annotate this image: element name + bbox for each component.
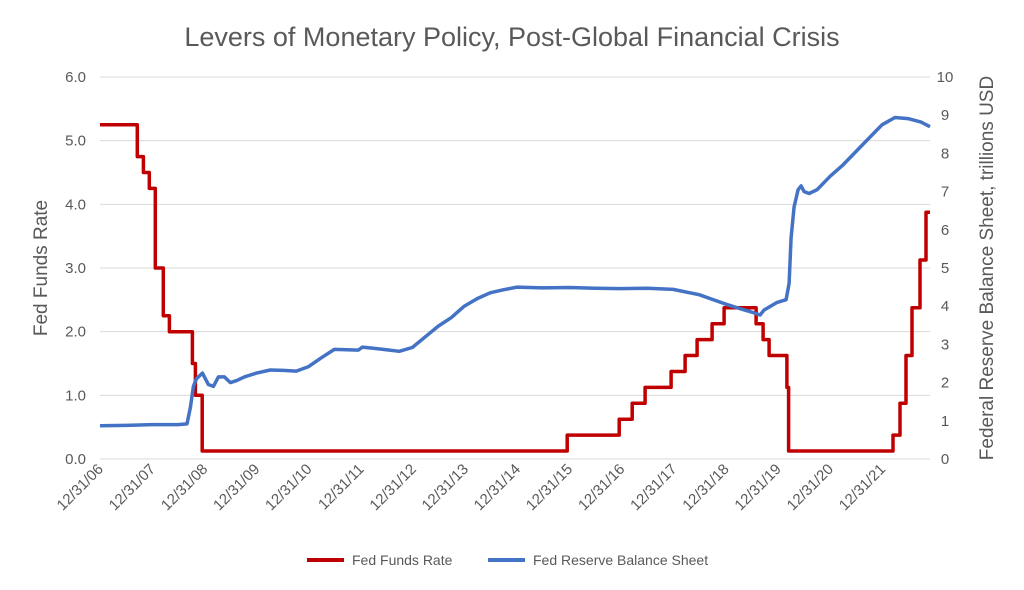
right-tick-label: 6 [941, 222, 949, 239]
right-tick-label: 8 [941, 145, 949, 162]
legend-label-fed-funds-rate: Fed Funds Rate [352, 552, 453, 568]
x-tick-label: 12/31/19 [731, 461, 784, 514]
right-tick-label: 1 [941, 413, 949, 430]
right-tick-label: 10 [937, 69, 954, 86]
x-axis-ticks: 12/31/0612/31/0712/31/0812/31/0912/31/10… [54, 461, 890, 514]
x-tick-label: 12/31/06 [54, 461, 107, 514]
left-tick-label: 0.0 [65, 451, 86, 468]
legend-label-fed-reserve-balance-sheet: Fed Reserve Balance Sheet [533, 552, 708, 568]
series-line-fed-reserve-balance-sheet [99, 115, 931, 428]
chart-title: Levers of Monetary Policy, Post-Global F… [184, 22, 839, 52]
x-tick-label: 12/31/20 [784, 461, 837, 514]
x-tick-label: 12/31/07 [106, 461, 159, 514]
legend: Fed Funds Rate Fed Reserve Balance Sheet [307, 552, 708, 568]
right-axis-ticks: 0 1 2 3 4 5 6 7 8 9 10 [937, 69, 954, 468]
x-tick-label: 12/31/08 [158, 461, 211, 514]
gridlines [100, 76, 930, 460]
x-tick-label: 12/31/17 [627, 461, 680, 514]
left-tick-label: 2.0 [65, 324, 86, 341]
left-axis-ticks: 0.0 1.0 2.0 3.0 4.0 5.0 6.0 [65, 69, 86, 468]
right-axis-title: Federal Reserve Balance Sheet, trillions… [977, 76, 998, 460]
series-line-fed-funds-rate [100, 123, 930, 453]
left-tick-label: 1.0 [65, 387, 86, 404]
right-tick-label: 4 [941, 298, 949, 315]
x-tick-label: 12/31/14 [471, 461, 524, 514]
right-tick-label: 5 [941, 260, 949, 277]
right-tick-label: 2 [941, 375, 949, 392]
x-tick-label: 12/31/15 [523, 461, 576, 514]
x-tick-label: 12/31/18 [679, 461, 732, 514]
left-tick-label: 3.0 [65, 260, 86, 277]
left-tick-label: 5.0 [65, 133, 86, 150]
x-tick-label: 12/31/11 [315, 461, 368, 514]
x-tick-label: 12/31/16 [575, 461, 628, 514]
x-tick-label: 12/31/12 [367, 461, 420, 514]
x-tick-label: 12/31/09 [210, 461, 263, 514]
series-lines [99, 115, 931, 453]
left-axis-title: Fed Funds Rate [31, 200, 52, 336]
right-tick-label: 0 [941, 451, 949, 468]
right-tick-label: 9 [941, 107, 949, 124]
x-tick-label: 12/31/21 [836, 461, 889, 514]
right-tick-label: 7 [941, 184, 949, 201]
x-tick-label: 12/31/10 [262, 461, 315, 514]
left-tick-label: 6.0 [65, 69, 86, 86]
left-tick-label: 4.0 [65, 196, 86, 213]
x-tick-label: 12/31/13 [419, 461, 472, 514]
right-tick-label: 3 [941, 336, 949, 353]
